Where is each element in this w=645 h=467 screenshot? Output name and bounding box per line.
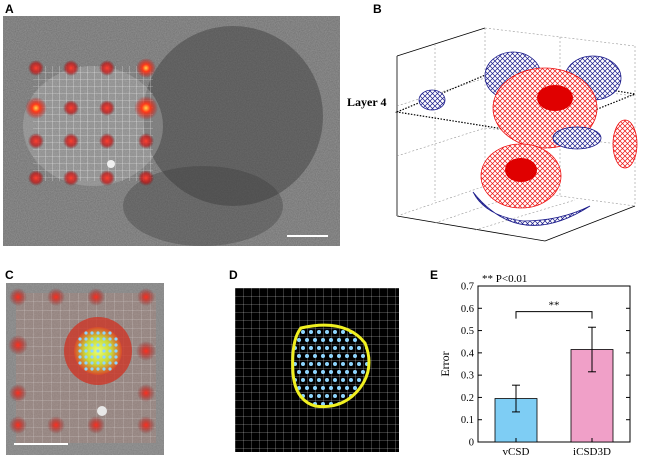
panel-e-bar-chart: 0 0.1 0.2 0.3 0.4 0.5 0.6 0.7 vCSD iCSD3D ** ** P<0… <box>438 270 643 462</box>
panel-a-microscopy-image <box>3 16 340 246</box>
roi-outline <box>291 323 371 409</box>
roi-grid-d <box>235 288 399 452</box>
error-bar-chart: 0 0.1 0.2 0.3 0.4 0.5 0.6 0.7 vCSD iCSD3D ** ** P<0… <box>438 273 631 458</box>
panel-letter-e: E <box>430 268 439 282</box>
y-tick-label: 0.4 <box>461 348 475 359</box>
y-tick-label: 0.1 <box>461 415 474 426</box>
panel-d-roi-grid <box>235 288 399 452</box>
y-tick-label: 0.6 <box>461 304 474 315</box>
x-tick-label: vCSD <box>503 446 530 458</box>
y-axis-label: Error <box>438 351 452 376</box>
panel-b-3d-plot: Layer 4 <box>345 16 643 248</box>
y-tick-label: 0 <box>469 438 474 449</box>
y-tick-label: 0.2 <box>461 393 474 404</box>
microscopy-image-c <box>6 283 164 455</box>
panel-c-zoomed-image <box>6 283 164 455</box>
sampling-dots-c <box>78 331 118 371</box>
panel-letter-b: B <box>373 2 382 16</box>
x-tick-label: iCSD3D <box>573 446 611 458</box>
layer-4-label: Layer 4 <box>347 95 386 109</box>
p-value-legend: ** P<0.01 <box>482 273 527 285</box>
layer-4-plane <box>394 70 638 135</box>
panel-letter-d: D <box>229 268 238 282</box>
panel-letter-c: C <box>5 268 14 282</box>
significance-bracket <box>515 311 593 319</box>
electrode-dots-a <box>25 58 158 186</box>
microscopy-image-a <box>3 16 340 246</box>
panel-letter-a: A <box>5 2 14 16</box>
significance-marker: ** <box>549 300 560 312</box>
isosurface-plot-b: Layer 4 <box>347 27 638 242</box>
plot-frame <box>477 285 631 443</box>
y-tick-label: 0.5 <box>461 326 474 337</box>
y-tick-label: 0.3 <box>461 371 474 382</box>
y-tick-label: 0.7 <box>461 282 474 293</box>
